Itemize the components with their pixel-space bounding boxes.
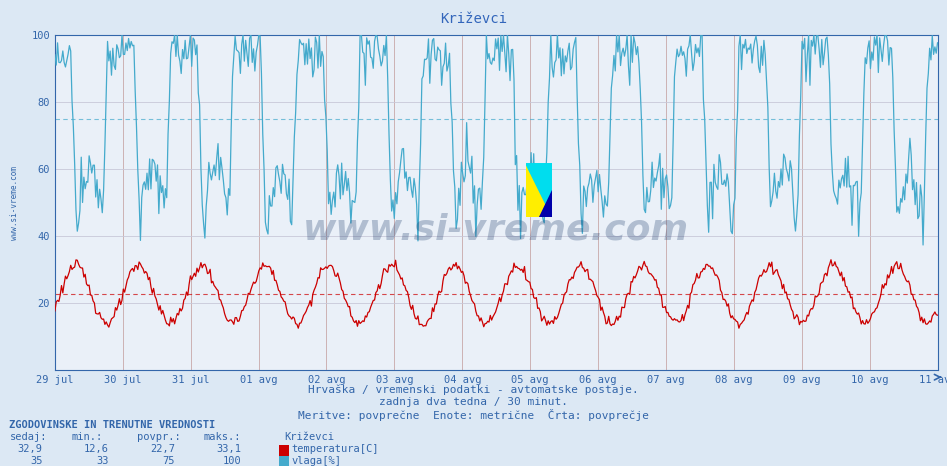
Text: 32,9: 32,9 (18, 444, 43, 453)
Text: Križevci: Križevci (284, 432, 334, 442)
Text: 33,1: 33,1 (217, 444, 241, 453)
Text: www.si-vreme.com: www.si-vreme.com (9, 166, 19, 240)
Text: ZGODOVINSKE IN TRENUTNE VREDNOSTI: ZGODOVINSKE IN TRENUTNE VREDNOSTI (9, 420, 216, 430)
Text: Križevci: Križevci (440, 12, 507, 26)
Text: maks.:: maks.: (204, 432, 241, 442)
Polygon shape (539, 190, 552, 217)
Text: sedaj:: sedaj: (9, 432, 47, 442)
Text: Hrvaška / vremenski podatki - avtomatske postaje.: Hrvaška / vremenski podatki - avtomatske… (308, 384, 639, 395)
Text: 12,6: 12,6 (84, 444, 109, 453)
Polygon shape (526, 163, 552, 217)
Text: 22,7: 22,7 (151, 444, 175, 453)
Text: 75: 75 (163, 456, 175, 466)
Text: min.:: min.: (71, 432, 102, 442)
Text: 35: 35 (30, 456, 43, 466)
Text: 33: 33 (97, 456, 109, 466)
Polygon shape (526, 163, 552, 217)
Text: povpr.:: povpr.: (137, 432, 181, 442)
Text: 100: 100 (223, 456, 241, 466)
Text: Meritve: povprečne  Enote: metrične  Črta: povprečje: Meritve: povprečne Enote: metrične Črta:… (298, 409, 649, 421)
Text: www.si-vreme.com: www.si-vreme.com (303, 212, 689, 247)
Text: vlaga[%]: vlaga[%] (292, 456, 342, 466)
Text: temperatura[C]: temperatura[C] (292, 444, 379, 453)
Text: zadnja dva tedna / 30 minut.: zadnja dva tedna / 30 minut. (379, 397, 568, 407)
